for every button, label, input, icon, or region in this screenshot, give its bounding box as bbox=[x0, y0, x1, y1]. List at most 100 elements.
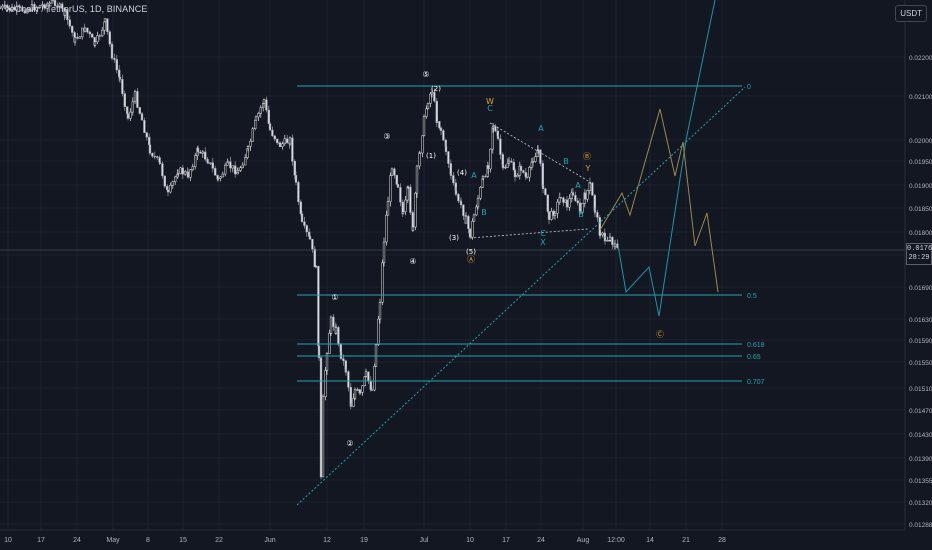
candle-body bbox=[395, 175, 398, 185]
candle-body bbox=[421, 135, 424, 154]
candle-body bbox=[121, 79, 124, 94]
candle-body bbox=[293, 160, 296, 176]
candle-body bbox=[339, 351, 343, 359]
candle-body bbox=[438, 121, 441, 129]
projection-path-teal bbox=[617, 0, 716, 317]
candle-body bbox=[525, 176, 529, 179]
candle-body bbox=[576, 200, 579, 204]
candle-body bbox=[239, 167, 242, 171]
candle-body bbox=[349, 405, 353, 407]
time-tick-label: 24 bbox=[73, 537, 81, 544]
candle-body bbox=[3, 4, 6, 7]
candle-body bbox=[133, 91, 137, 103]
time-tick-label: Jul bbox=[420, 537, 429, 544]
candle-body bbox=[496, 135, 500, 140]
candle-body bbox=[305, 225, 308, 233]
fib-level-label: 0.618 bbox=[747, 342, 765, 349]
candle-body bbox=[131, 101, 134, 113]
price-tick-label: 0.01550 bbox=[909, 360, 932, 367]
candle-body bbox=[158, 162, 162, 164]
candle-body bbox=[171, 181, 174, 186]
candle-body bbox=[211, 162, 214, 169]
candle-body bbox=[262, 99, 266, 104]
candle-body bbox=[603, 237, 607, 242]
candle-body bbox=[311, 238, 314, 250]
candle-body bbox=[145, 132, 148, 138]
candle-body bbox=[611, 236, 614, 245]
candle-body bbox=[347, 371, 350, 388]
candle-body bbox=[462, 204, 465, 216]
candle-body bbox=[268, 123, 272, 131]
candle-body bbox=[568, 198, 571, 208]
candle-body bbox=[399, 187, 402, 203]
candle-body bbox=[457, 193, 460, 202]
candle-body bbox=[339, 344, 342, 353]
wave-label: (2) bbox=[431, 85, 441, 93]
candle-body bbox=[81, 27, 84, 38]
candle-body bbox=[288, 137, 292, 145]
candle-body bbox=[506, 162, 509, 168]
wave-label: Y bbox=[585, 164, 591, 173]
candle-body bbox=[265, 99, 268, 111]
time-tick-label: 17 bbox=[502, 537, 510, 544]
time-tick-label: 21 bbox=[682, 537, 690, 544]
wave-label: A bbox=[575, 181, 581, 190]
candle-body bbox=[148, 144, 152, 154]
candle-body bbox=[108, 31, 111, 45]
currency-button[interactable]: USDT bbox=[895, 5, 927, 22]
candle-body bbox=[562, 197, 565, 203]
candle-body bbox=[169, 184, 172, 193]
time-tick-label: 10 bbox=[466, 537, 474, 544]
candle-body bbox=[313, 248, 316, 268]
time-tick-label: Aug bbox=[577, 537, 590, 544]
candle-body bbox=[406, 186, 410, 189]
candle-body bbox=[21, 7, 24, 12]
candle-body bbox=[158, 157, 161, 163]
candle-body bbox=[151, 153, 154, 157]
candle-body bbox=[231, 165, 234, 169]
candle-body bbox=[556, 201, 559, 214]
candle-body bbox=[58, 3, 61, 8]
candle-body bbox=[546, 194, 549, 212]
fib-level-label: 0 bbox=[747, 84, 751, 91]
candle-body bbox=[184, 171, 187, 175]
candle-body bbox=[486, 165, 490, 170]
candle-body bbox=[418, 152, 422, 154]
candle-body bbox=[257, 113, 260, 118]
wave-label: W bbox=[486, 97, 494, 106]
candle-body bbox=[386, 201, 390, 216]
candle-body bbox=[28, 8, 31, 11]
candle-body bbox=[606, 240, 609, 242]
candle-body bbox=[476, 198, 480, 208]
candle-body bbox=[199, 151, 202, 154]
candle-body bbox=[342, 358, 345, 361]
wave-label: (4) bbox=[457, 169, 467, 177]
candle-body bbox=[8, 7, 11, 11]
candle-body bbox=[71, 25, 74, 33]
candle-body bbox=[166, 189, 170, 193]
candle-body bbox=[219, 176, 222, 179]
candle-body bbox=[534, 156, 537, 162]
candle-body bbox=[118, 76, 122, 80]
candle-body bbox=[454, 190, 458, 195]
candle-body bbox=[468, 228, 472, 238]
candle-body bbox=[608, 236, 612, 241]
candle-body bbox=[53, 0, 57, 6]
candle-body bbox=[249, 141, 252, 147]
wave-label: ① bbox=[331, 293, 338, 302]
candle-body bbox=[163, 175, 166, 187]
candle-body bbox=[271, 129, 274, 137]
time-tick-label: 24 bbox=[537, 537, 545, 544]
candle-body bbox=[586, 190, 589, 200]
candle-body bbox=[559, 197, 563, 199]
candle-body bbox=[565, 199, 569, 208]
wave-label: ⑤ bbox=[422, 70, 429, 79]
candle-body bbox=[541, 185, 545, 189]
wave-label: A bbox=[538, 124, 544, 133]
wave-label: ④ bbox=[409, 257, 416, 266]
last-price-value: 0.01764 bbox=[907, 245, 932, 253]
candle-body bbox=[396, 184, 400, 188]
candle-body bbox=[278, 142, 282, 148]
